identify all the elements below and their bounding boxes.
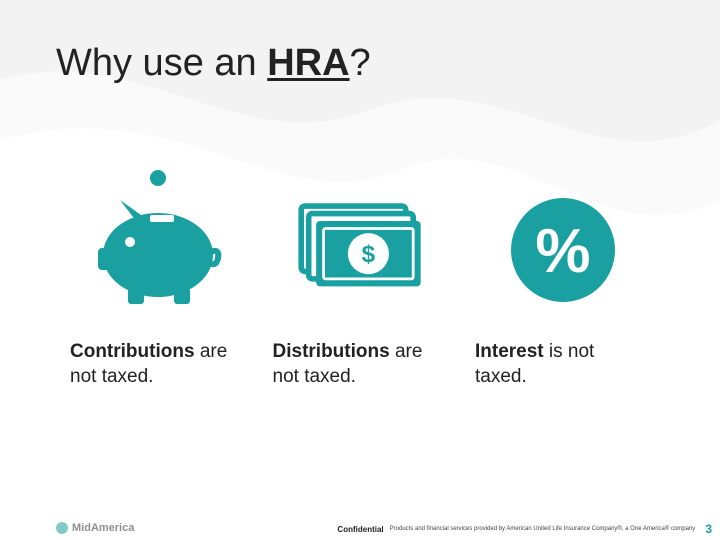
cash-bill-icon: $ <box>290 160 430 310</box>
caption-distributions: Distributions are not taxed. <box>273 340 448 389</box>
footer: Confidential Products and financial serv… <box>0 518 720 540</box>
columns-row: Contributions are not taxed. $ Dist <box>70 160 650 389</box>
title-highlight: HRA <box>267 42 349 84</box>
caption-bold: Distributions <box>273 341 390 362</box>
svg-text:$: $ <box>362 241 376 268</box>
piggy-bank-icon <box>88 160 228 310</box>
column-interest: % Interest is not taxed. <box>475 160 650 389</box>
slide: Why use an HRA? <box>0 0 720 540</box>
page-number: 3 <box>705 522 712 536</box>
title-suffix: ? <box>350 42 371 84</box>
percent-circle-icon: % <box>493 160 633 310</box>
confidential-label: Confidential <box>337 525 383 534</box>
footer-fine-print: Products and financial services provided… <box>390 526 696 532</box>
slide-title: Why use an HRA? <box>56 42 371 85</box>
caption-bold: Interest <box>475 341 544 362</box>
caption-bold: Contributions <box>70 341 195 362</box>
column-distributions: $ Distributions are not taxed. <box>273 160 448 389</box>
svg-text:%: % <box>535 217 590 286</box>
caption-interest: Interest is not taxed. <box>475 340 650 389</box>
caption-contributions: Contributions are not taxed. <box>70 340 245 389</box>
column-contributions: Contributions are not taxed. <box>70 160 245 389</box>
title-prefix: Why use an <box>56 42 267 84</box>
